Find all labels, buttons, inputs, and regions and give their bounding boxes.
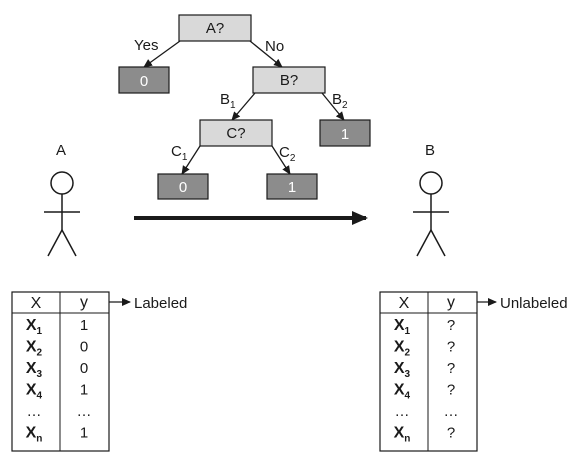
table-row-y: ? <box>447 360 455 377</box>
table-row-x: … <box>395 403 410 420</box>
person-b-figure-icon <box>413 172 449 256</box>
person-b-label: B <box>425 142 435 159</box>
tree-leaf-yes-label: 0 <box>140 73 148 90</box>
unlabeled-table-caption: Unlabeled <box>500 295 568 312</box>
labeled-table-caption: Labeled <box>134 295 187 312</box>
tree-leaf-yes: 0 <box>119 67 169 93</box>
edge-label-c1: C1 <box>171 143 188 163</box>
tree-node-b: B? <box>253 67 325 93</box>
tree-node-c: C? <box>200 120 272 146</box>
tree-leaf-b2: 1 <box>320 120 370 146</box>
table-row-y: 1 <box>80 317 88 334</box>
table-row-y: 0 <box>80 360 88 377</box>
tree-node-root: A? <box>179 15 251 41</box>
table-row-y: ? <box>447 317 455 334</box>
table-row-y: ? <box>447 382 455 399</box>
tree-leaf-c1-label: 0 <box>179 179 187 196</box>
edge-label-yes: Yes <box>134 37 158 54</box>
labeled-table: X y X1 1X2 0X3 0X4 1… …Xn 1 <box>12 292 109 451</box>
tree-node-b-label: B? <box>280 72 298 89</box>
table-row-y: ? <box>447 425 455 442</box>
tree-leaf-b2-label: 1 <box>341 126 349 143</box>
person-a-figure-icon <box>44 172 80 256</box>
tree-node-c-label: C? <box>226 125 245 142</box>
unlabeled-table-header-x: X <box>399 295 410 312</box>
table-row-x: … <box>27 403 42 420</box>
unlabeled-table: X y X1 ?X2 ?X3 ?X4?… …Xn? <box>380 292 477 451</box>
table-row-y: 0 <box>80 339 88 356</box>
table-row-y: … <box>77 403 92 420</box>
tree-leaf-c2-label: 1 <box>288 179 296 196</box>
edge-label-no: No <box>265 38 284 55</box>
table-row-y: ? <box>447 339 455 356</box>
unlabeled-table-header-y: y <box>447 294 455 311</box>
tree-leaf-c2: 1 <box>267 174 317 199</box>
table-row-y: 1 <box>80 382 88 399</box>
labeled-table-header-y: y <box>80 294 88 311</box>
labeled-table-header-x: X <box>31 295 42 312</box>
tree-leaf-c1: 0 <box>158 174 208 199</box>
table-row-y: 1 <box>80 425 88 442</box>
tree-node-root-label: A? <box>206 20 224 37</box>
person-a-label: A <box>56 142 66 159</box>
edge-label-b1: B1 <box>220 91 236 111</box>
table-row-y: … <box>444 403 459 420</box>
